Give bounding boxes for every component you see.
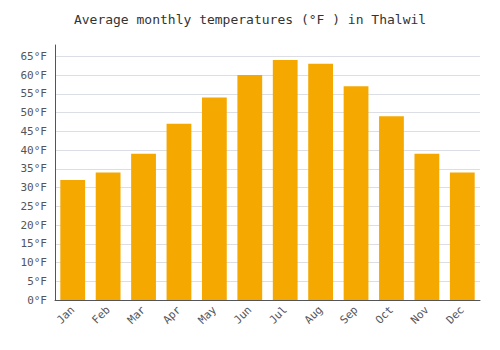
svg-text:Jan: Jan	[54, 303, 77, 326]
svg-text:Mar: Mar	[125, 303, 148, 326]
svg-text:35°F: 35°F	[21, 162, 48, 175]
svg-text:65°F: 65°F	[21, 50, 48, 63]
svg-text:Jun: Jun	[231, 303, 254, 326]
svg-text:Jul: Jul	[267, 303, 290, 326]
svg-text:Feb: Feb	[89, 303, 112, 326]
svg-text:Apr: Apr	[160, 303, 183, 326]
svg-text:50°F: 50°F	[21, 106, 48, 119]
svg-text:Dec: Dec	[444, 303, 467, 326]
svg-text:0°F: 0°F	[27, 294, 47, 307]
svg-text:55°F: 55°F	[21, 87, 48, 100]
svg-text:25°F: 25°F	[21, 200, 48, 213]
svg-text:May: May	[196, 303, 219, 326]
svg-text:5°F: 5°F	[27, 275, 47, 288]
svg-text:10°F: 10°F	[21, 256, 48, 269]
svg-text:Nov: Nov	[408, 303, 431, 326]
svg-text:45°F: 45°F	[21, 125, 48, 138]
svg-text:Oct: Oct	[373, 303, 396, 326]
svg-text:Sep: Sep	[337, 303, 360, 326]
svg-text:30°F: 30°F	[21, 181, 48, 194]
svg-text:Average monthly temperatures (: Average monthly temperatures (°F ) in Th…	[74, 12, 426, 27]
svg-text:Aug: Aug	[302, 303, 325, 326]
svg-text:60°F: 60°F	[21, 69, 48, 82]
svg-text:20°F: 20°F	[21, 219, 48, 232]
svg-text:40°F: 40°F	[21, 144, 48, 157]
svg-text:15°F: 15°F	[21, 237, 48, 250]
